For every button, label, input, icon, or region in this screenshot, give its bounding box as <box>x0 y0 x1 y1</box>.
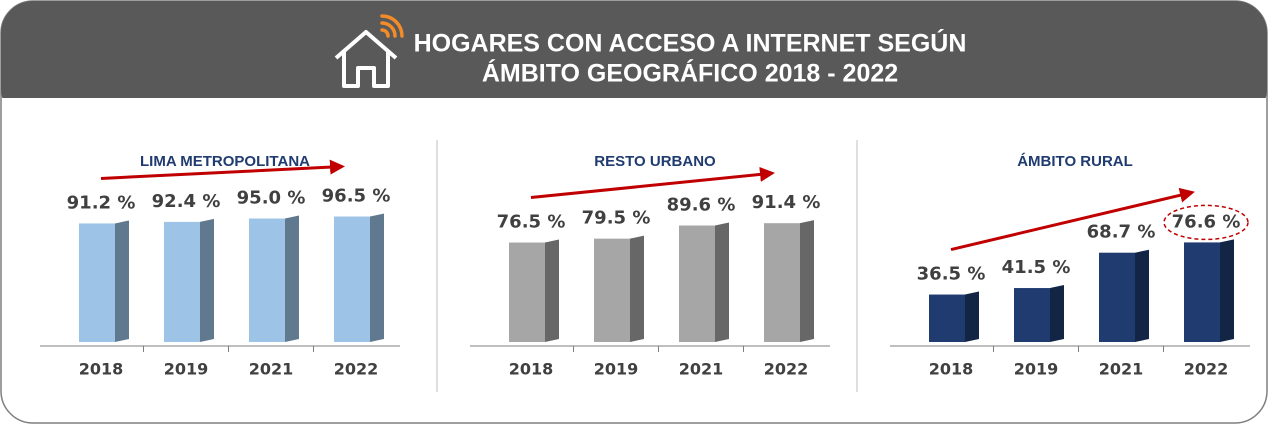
bar-side <box>630 235 644 342</box>
value-label: 68.7 % <box>1087 222 1156 243</box>
bar <box>594 238 630 342</box>
x-tick-label: 2019 <box>594 360 639 379</box>
bar <box>1184 242 1220 342</box>
bar <box>164 221 200 342</box>
x-tick-label: 2021 <box>249 360 294 379</box>
value-label: 79.5 % <box>582 208 651 229</box>
bar <box>764 223 800 342</box>
value-label: 76.5 % <box>497 212 566 233</box>
bar <box>929 294 965 342</box>
value-label: 41.5 % <box>1002 257 1071 278</box>
bar <box>249 218 285 342</box>
value-label: 36.5 % <box>917 264 986 285</box>
bar <box>509 242 545 342</box>
panel-title: LIMA METROPOLITANA <box>140 153 310 170</box>
bar <box>79 223 115 342</box>
header-title: HOGARES CON ACCESO A INTERNET SEGÚN <box>414 28 967 58</box>
bar-side <box>1050 285 1064 342</box>
x-tick-label: 2021 <box>679 360 724 379</box>
value-label: 96.5 % <box>322 186 391 207</box>
x-tick-label: 2018 <box>929 360 974 379</box>
trend-arrow <box>530 166 775 200</box>
bar <box>1014 288 1050 342</box>
x-tick-label: 2021 <box>1099 360 1144 379</box>
value-label: 91.4 % <box>752 192 821 213</box>
bar <box>1099 252 1135 342</box>
value-label: 95.0 % <box>237 188 306 209</box>
x-tick-label: 2022 <box>1184 360 1229 379</box>
trend-arrow <box>950 187 1195 252</box>
bar-side <box>370 213 384 342</box>
bar-side <box>200 218 214 342</box>
bar-side <box>965 291 979 342</box>
bar-side <box>115 220 129 342</box>
bar-side <box>715 222 729 342</box>
value-label: 92.4 % <box>152 191 221 212</box>
trend-arrow <box>100 159 345 180</box>
bar <box>334 216 370 342</box>
bar-side <box>800 220 814 342</box>
value-label: 76.6 % <box>1172 211 1241 232</box>
x-tick-label: 2018 <box>509 360 554 379</box>
wifi-icon <box>380 14 404 38</box>
value-label: 89.6 % <box>667 195 736 216</box>
x-tick-label: 2019 <box>164 360 209 379</box>
header-title: ÁMBITO GEOGRÁFICO 2018 - 2022 <box>482 59 898 88</box>
header-band <box>1 1 1267 98</box>
bar-side <box>285 215 299 342</box>
panel-title: ÁMBITO RURAL <box>1017 153 1133 170</box>
bar <box>679 225 715 342</box>
x-tick-label: 2022 <box>764 360 809 379</box>
x-tick-label: 2022 <box>334 360 379 379</box>
x-tick-label: 2018 <box>79 360 124 379</box>
value-label: 91.2 % <box>67 192 136 213</box>
bar-side <box>1220 239 1234 342</box>
panel-title: RESTO URBANO <box>594 153 716 170</box>
bar-side <box>545 239 559 342</box>
highlight <box>1163 204 1249 241</box>
x-tick-label: 2019 <box>1014 360 1059 379</box>
house-icon <box>334 30 398 88</box>
bar-side <box>1135 249 1149 342</box>
